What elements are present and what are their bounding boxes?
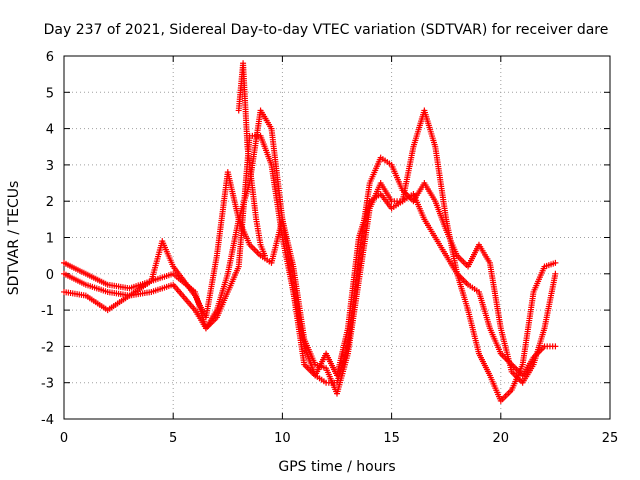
x-tick-label: 5	[169, 431, 177, 446]
x-axis-title: GPS time / hours	[278, 459, 395, 475]
data-points	[61, 60, 559, 404]
x-tick-label: 20	[493, 431, 510, 446]
y-tick-label: 5	[46, 86, 54, 101]
y-tick-label: 6	[46, 50, 54, 65]
data-point	[552, 343, 559, 350]
y-tick-label: 2	[46, 195, 54, 210]
y-tick-label: 3	[46, 159, 54, 174]
x-tick-label: 15	[383, 431, 400, 446]
x-tick-labels: 0 5 10 15 20 25	[60, 431, 618, 446]
chart-title: Day 237 of 2021, Sidereal Day-to-day VTE…	[44, 22, 609, 38]
data-point	[552, 270, 559, 277]
data-point	[261, 252, 268, 259]
axis-ticks	[63, 55, 611, 420]
grid	[64, 56, 610, 419]
data-point	[552, 259, 559, 266]
x-tick-label: 25	[602, 431, 619, 446]
y-tick-label: -4	[41, 413, 54, 428]
x-tick-label: 10	[274, 431, 291, 446]
y-tick-label: -2	[41, 340, 54, 355]
y-tick-label: 1	[46, 232, 54, 247]
y-tick-labels: -4 -3 -2 -1 0 1 2 3 4 5 6	[41, 50, 54, 428]
x-tick-label: 0	[60, 431, 68, 446]
y-axis-title: SDTVAR / TECUs	[6, 181, 22, 296]
y-tick-label: 0	[46, 268, 54, 283]
y-tick-label: 4	[46, 123, 54, 138]
y-tick-label: -1	[41, 304, 54, 319]
y-tick-label: -3	[41, 377, 54, 392]
